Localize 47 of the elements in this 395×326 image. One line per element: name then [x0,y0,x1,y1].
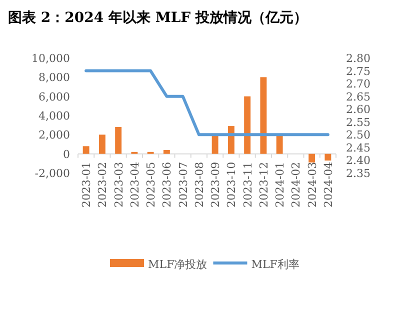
y2-tick-label: 2.40 [346,154,370,168]
y2-tick-label: 2.55 [346,116,370,129]
y2-tick-label: 2.70 [346,78,370,91]
x-tick-label: 2023-09 [209,162,222,208]
x-tick-label: 2024-03 [306,162,319,208]
bar [276,134,283,154]
y-tick-label: 0 [63,148,70,161]
bar [82,146,90,154]
y-tick-label: -2,000 [34,167,70,180]
y2-tick-label: 2.65 [346,90,370,104]
y2-tick-label: 2.80 [346,52,370,65]
x-tick-label: 2024-01 [274,162,287,208]
bar [228,126,234,154]
bar [244,96,251,154]
bar [308,154,316,162]
bar [324,154,332,161]
x-tick-label: 2024-02 [290,162,303,208]
x-tick-label: 2023-12 [257,162,270,208]
y-tick-label: 8,000 [38,71,70,84]
x-tick-label: 2023-10 [225,162,238,208]
x-tick-label: 2023-07 [176,162,190,208]
y2-tick-label: 2.60 [346,103,370,116]
y-tick-label: 4,000 [38,110,70,122]
y2-tick-label: 2.35 [346,167,370,180]
x-tick-label: 2023-05 [144,162,158,208]
legend-label: MLF利率 [251,258,300,271]
y-tick-label: 6,000 [38,90,70,104]
x-tick-label: 2023-04 [128,162,142,208]
x-tick-label: 2023-11 [241,162,254,208]
y2-tick-label: 2.75 [346,64,370,78]
x-tick-label: 2023-02 [96,162,110,208]
bar [212,134,218,154]
y2-tick-label: 2.45 [346,141,370,154]
x-tick-label: 2023-08 [192,162,206,208]
x-tick-label: 2023-01 [80,162,94,208]
bar [98,134,106,154]
legend-label: MLF净投放 [148,258,208,271]
y-tick-label: 10,000 [32,52,70,65]
x-tick-label: 2023-03 [112,162,126,208]
bar [163,150,170,154]
y-tick-label: 2,000 [38,128,70,142]
y2-tick-label: 2.50 [346,128,370,142]
bar [115,127,122,154]
x-tick-label: 2024-04 [322,162,335,208]
x-tick-label: 2023-06 [160,162,174,208]
chart-title: 图表 2：2024 年以来 MLF 投放情况（亿元） [8,10,308,26]
bar [260,77,267,154]
